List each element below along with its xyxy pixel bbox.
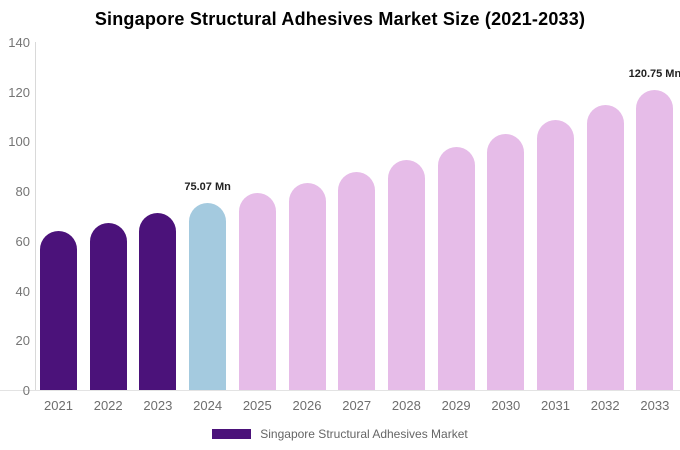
x-tick-2028: 2028 (391, 398, 421, 413)
bar-2028 (387, 159, 425, 390)
y-tick-140: 140 (8, 35, 30, 50)
y-tick-40: 40 (15, 283, 30, 299)
y-axis-line (35, 42, 36, 390)
x-tick-2030: 2030 (491, 398, 521, 413)
x-tick-2021: 2021 (44, 398, 73, 413)
bar-2022 (89, 222, 127, 390)
y-tick-120: 120 (8, 84, 30, 100)
bar-2025 (238, 193, 276, 390)
y-tick-60: 60 (15, 233, 30, 249)
bar-2031 (537, 120, 574, 390)
x-tick-2023: 2023 (143, 398, 173, 413)
bar-2029 (437, 147, 475, 390)
legend: Singapore Structural Adhesives Market (0, 425, 680, 443)
y-tick-80: 80 (15, 184, 30, 200)
value-label-2033: 120.75 Mn (628, 67, 680, 80)
x-tick-2027: 2027 (342, 398, 372, 413)
x-tick-2026: 2026 (292, 398, 322, 413)
x-tick-2024: 2024 (193, 398, 223, 413)
bar-2023 (139, 213, 177, 390)
y-tick-20: 20 (15, 333, 30, 349)
x-tick-2031: 2031 (541, 398, 570, 413)
x-tick-2032: 2032 (590, 398, 620, 413)
y-tick-100: 100 (8, 134, 30, 150)
bar-2026 (288, 182, 326, 390)
bar-2024 (189, 203, 227, 390)
x-axis-baseline (0, 390, 680, 391)
x-tick-2029: 2029 (441, 398, 471, 413)
bar-2021 (40, 230, 77, 390)
legend-label: Singapore Structural Adhesives Market (260, 427, 468, 441)
x-tick-2022: 2022 (93, 398, 123, 413)
bar-2030 (487, 133, 525, 390)
legend-swatch (212, 429, 252, 439)
bar-2027 (338, 171, 376, 390)
value-label-2024: 75.07 Mn (184, 181, 231, 194)
x-tick-2033: 2033 (640, 398, 670, 413)
chart-title: Singapore Structural Adhesives Market Si… (94, 9, 586, 29)
y-tick-0: 0 (22, 383, 30, 398)
bar-2033 (636, 89, 674, 390)
x-tick-2025: 2025 (242, 398, 272, 413)
bar-2032 (586, 105, 624, 390)
